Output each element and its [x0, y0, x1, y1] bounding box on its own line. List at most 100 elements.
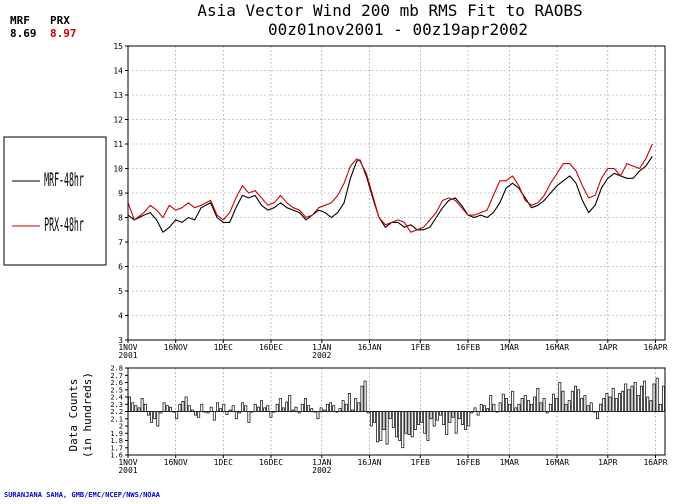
mrf-label: MRF	[10, 14, 30, 27]
count-bar	[310, 408, 314, 412]
count-bar	[241, 402, 245, 412]
count-bar	[150, 411, 153, 423]
count-bar	[639, 385, 643, 412]
bar-x-tick-label: 16NOV	[164, 458, 188, 467]
count-bar	[605, 393, 609, 412]
count-bar	[329, 402, 333, 412]
legend: MRF-48hr PRX-48hr	[3, 136, 107, 266]
count-bar	[567, 400, 571, 412]
count-bar	[260, 400, 263, 412]
count-bar	[643, 380, 647, 412]
count-bar	[542, 398, 546, 412]
legend-box	[3, 136, 107, 266]
count-bar	[501, 393, 505, 412]
count-bar	[558, 382, 562, 412]
count-bar	[608, 396, 612, 412]
count-bar	[382, 411, 386, 430]
count-bar	[263, 407, 267, 412]
count-bar	[439, 411, 442, 416]
count-bar	[209, 406, 213, 412]
bar-x-tick-label: 16APR	[643, 458, 667, 467]
count-bar	[391, 411, 395, 428]
count-bar	[442, 411, 446, 425]
bar-x-tick-year: 2002	[312, 466, 331, 475]
count-bar	[231, 405, 235, 412]
y-tick-label: 9	[118, 189, 123, 198]
x-tick-label: 16APR	[643, 343, 667, 352]
count-bar	[360, 385, 364, 412]
count-bar	[303, 398, 307, 412]
count-bar	[517, 403, 521, 412]
count-bar	[548, 403, 552, 412]
count-bar	[577, 389, 581, 412]
count-bar	[388, 411, 392, 420]
bar-x-tick-year: 2001	[118, 466, 137, 475]
y-tick-label: 14	[113, 67, 123, 76]
count-bar	[476, 411, 480, 416]
plot-frame	[127, 45, 666, 341]
bar-x-tick-label: 1FEB	[411, 458, 430, 467]
x-tick-label: 16DEC	[259, 343, 283, 352]
count-bar	[508, 403, 512, 412]
count-bar	[467, 411, 471, 427]
count-bar	[307, 405, 311, 412]
count-bar	[379, 411, 383, 441]
count-bar	[627, 389, 631, 412]
count-bar	[479, 403, 483, 412]
y-tick-label: 3	[118, 336, 123, 345]
count-bar	[338, 408, 342, 412]
bar-y-tick-label: 2.6	[110, 379, 123, 387]
x-tick-label: 16FEB	[456, 343, 480, 352]
count-bar	[175, 411, 179, 420]
count-bar	[153, 411, 157, 420]
y-tick-label: 6	[118, 263, 123, 272]
count-bar	[520, 398, 524, 412]
prx-value: 8.97	[50, 27, 77, 40]
bar-x-tick-label: 1DEC	[214, 458, 233, 467]
count-bar	[596, 411, 599, 420]
count-bar	[611, 387, 615, 412]
count-bar	[602, 398, 606, 412]
bar-x-tick-label: 16JAN	[357, 458, 381, 467]
count-bar	[219, 408, 223, 412]
count-bar	[404, 411, 408, 434]
count-bar	[187, 405, 191, 412]
count-bar	[194, 411, 197, 416]
count-bar	[482, 405, 486, 412]
y-tick-label: 8	[118, 214, 123, 223]
count-bar	[420, 411, 424, 423]
count-bar	[413, 411, 417, 430]
count-bar	[143, 403, 147, 412]
x-tick-label: 1FEB	[411, 343, 430, 352]
count-bar	[134, 405, 138, 412]
count-bar	[536, 387, 540, 412]
count-bar	[131, 402, 135, 412]
count-bar	[285, 401, 289, 412]
count-bar	[369, 411, 373, 427]
count-bar	[197, 411, 201, 418]
count-bar	[552, 393, 555, 412]
count-bar	[181, 401, 185, 412]
bar-y-tick-label: 2	[119, 423, 123, 431]
bar-y-tick-label: 2.1	[110, 415, 123, 423]
bar-y-tick-label: 1.8	[110, 437, 123, 445]
count-bar	[614, 398, 618, 412]
count-bar	[319, 407, 323, 412]
count-bar	[266, 405, 270, 412]
count-bar	[574, 385, 577, 412]
count-bar	[533, 396, 537, 412]
count-bar	[325, 403, 329, 412]
count-bar	[564, 403, 568, 412]
count-bar	[464, 411, 468, 430]
count-bar	[395, 411, 398, 438]
count-bar	[140, 398, 144, 412]
count-bar	[269, 411, 273, 418]
count-bar	[341, 400, 345, 412]
y-tick-label: 7	[118, 238, 123, 247]
count-bar	[514, 407, 518, 412]
count-bar	[586, 405, 590, 412]
count-bar	[448, 411, 452, 423]
y-tick-label: 11	[113, 140, 123, 149]
count-bar	[373, 411, 376, 423]
count-bar	[162, 402, 166, 412]
